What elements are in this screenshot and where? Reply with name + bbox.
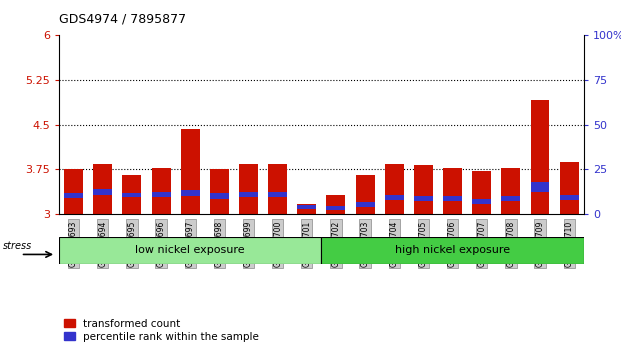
Bar	[297, 205, 316, 209]
Bar	[501, 168, 520, 214]
Bar	[472, 199, 491, 204]
Bar	[210, 193, 229, 199]
Bar	[59, 237, 322, 264]
Bar	[356, 202, 374, 207]
Bar	[93, 164, 112, 214]
Bar	[297, 204, 316, 214]
Bar	[93, 189, 112, 195]
Bar	[560, 195, 579, 200]
Bar	[443, 168, 462, 214]
Bar	[443, 196, 462, 201]
Bar	[530, 100, 550, 214]
Bar	[560, 162, 579, 214]
Bar	[322, 237, 584, 264]
Bar	[268, 192, 287, 198]
Bar	[152, 168, 171, 214]
Bar	[472, 171, 491, 214]
Bar	[414, 165, 433, 214]
Bar	[327, 206, 345, 210]
Bar	[181, 129, 200, 214]
Bar	[385, 194, 404, 200]
Text: stress: stress	[3, 241, 32, 251]
Bar	[356, 176, 374, 214]
Bar	[239, 192, 258, 197]
Bar	[122, 193, 142, 198]
Bar	[64, 170, 83, 214]
Bar	[210, 170, 229, 214]
Bar	[239, 164, 258, 214]
Bar	[414, 196, 433, 201]
Text: high nickel exposure: high nickel exposure	[395, 245, 510, 256]
Text: GDS4974 / 7895877: GDS4974 / 7895877	[59, 12, 186, 25]
Bar	[64, 193, 83, 198]
Bar	[501, 196, 520, 201]
Legend: transformed count, percentile rank within the sample: transformed count, percentile rank withi…	[64, 319, 259, 342]
Text: low nickel exposure: low nickel exposure	[135, 245, 245, 256]
Bar	[385, 164, 404, 214]
Bar	[530, 182, 550, 192]
Bar	[152, 192, 171, 197]
Bar	[268, 164, 287, 214]
Bar	[327, 194, 345, 214]
Bar	[181, 190, 200, 196]
Bar	[122, 176, 142, 214]
